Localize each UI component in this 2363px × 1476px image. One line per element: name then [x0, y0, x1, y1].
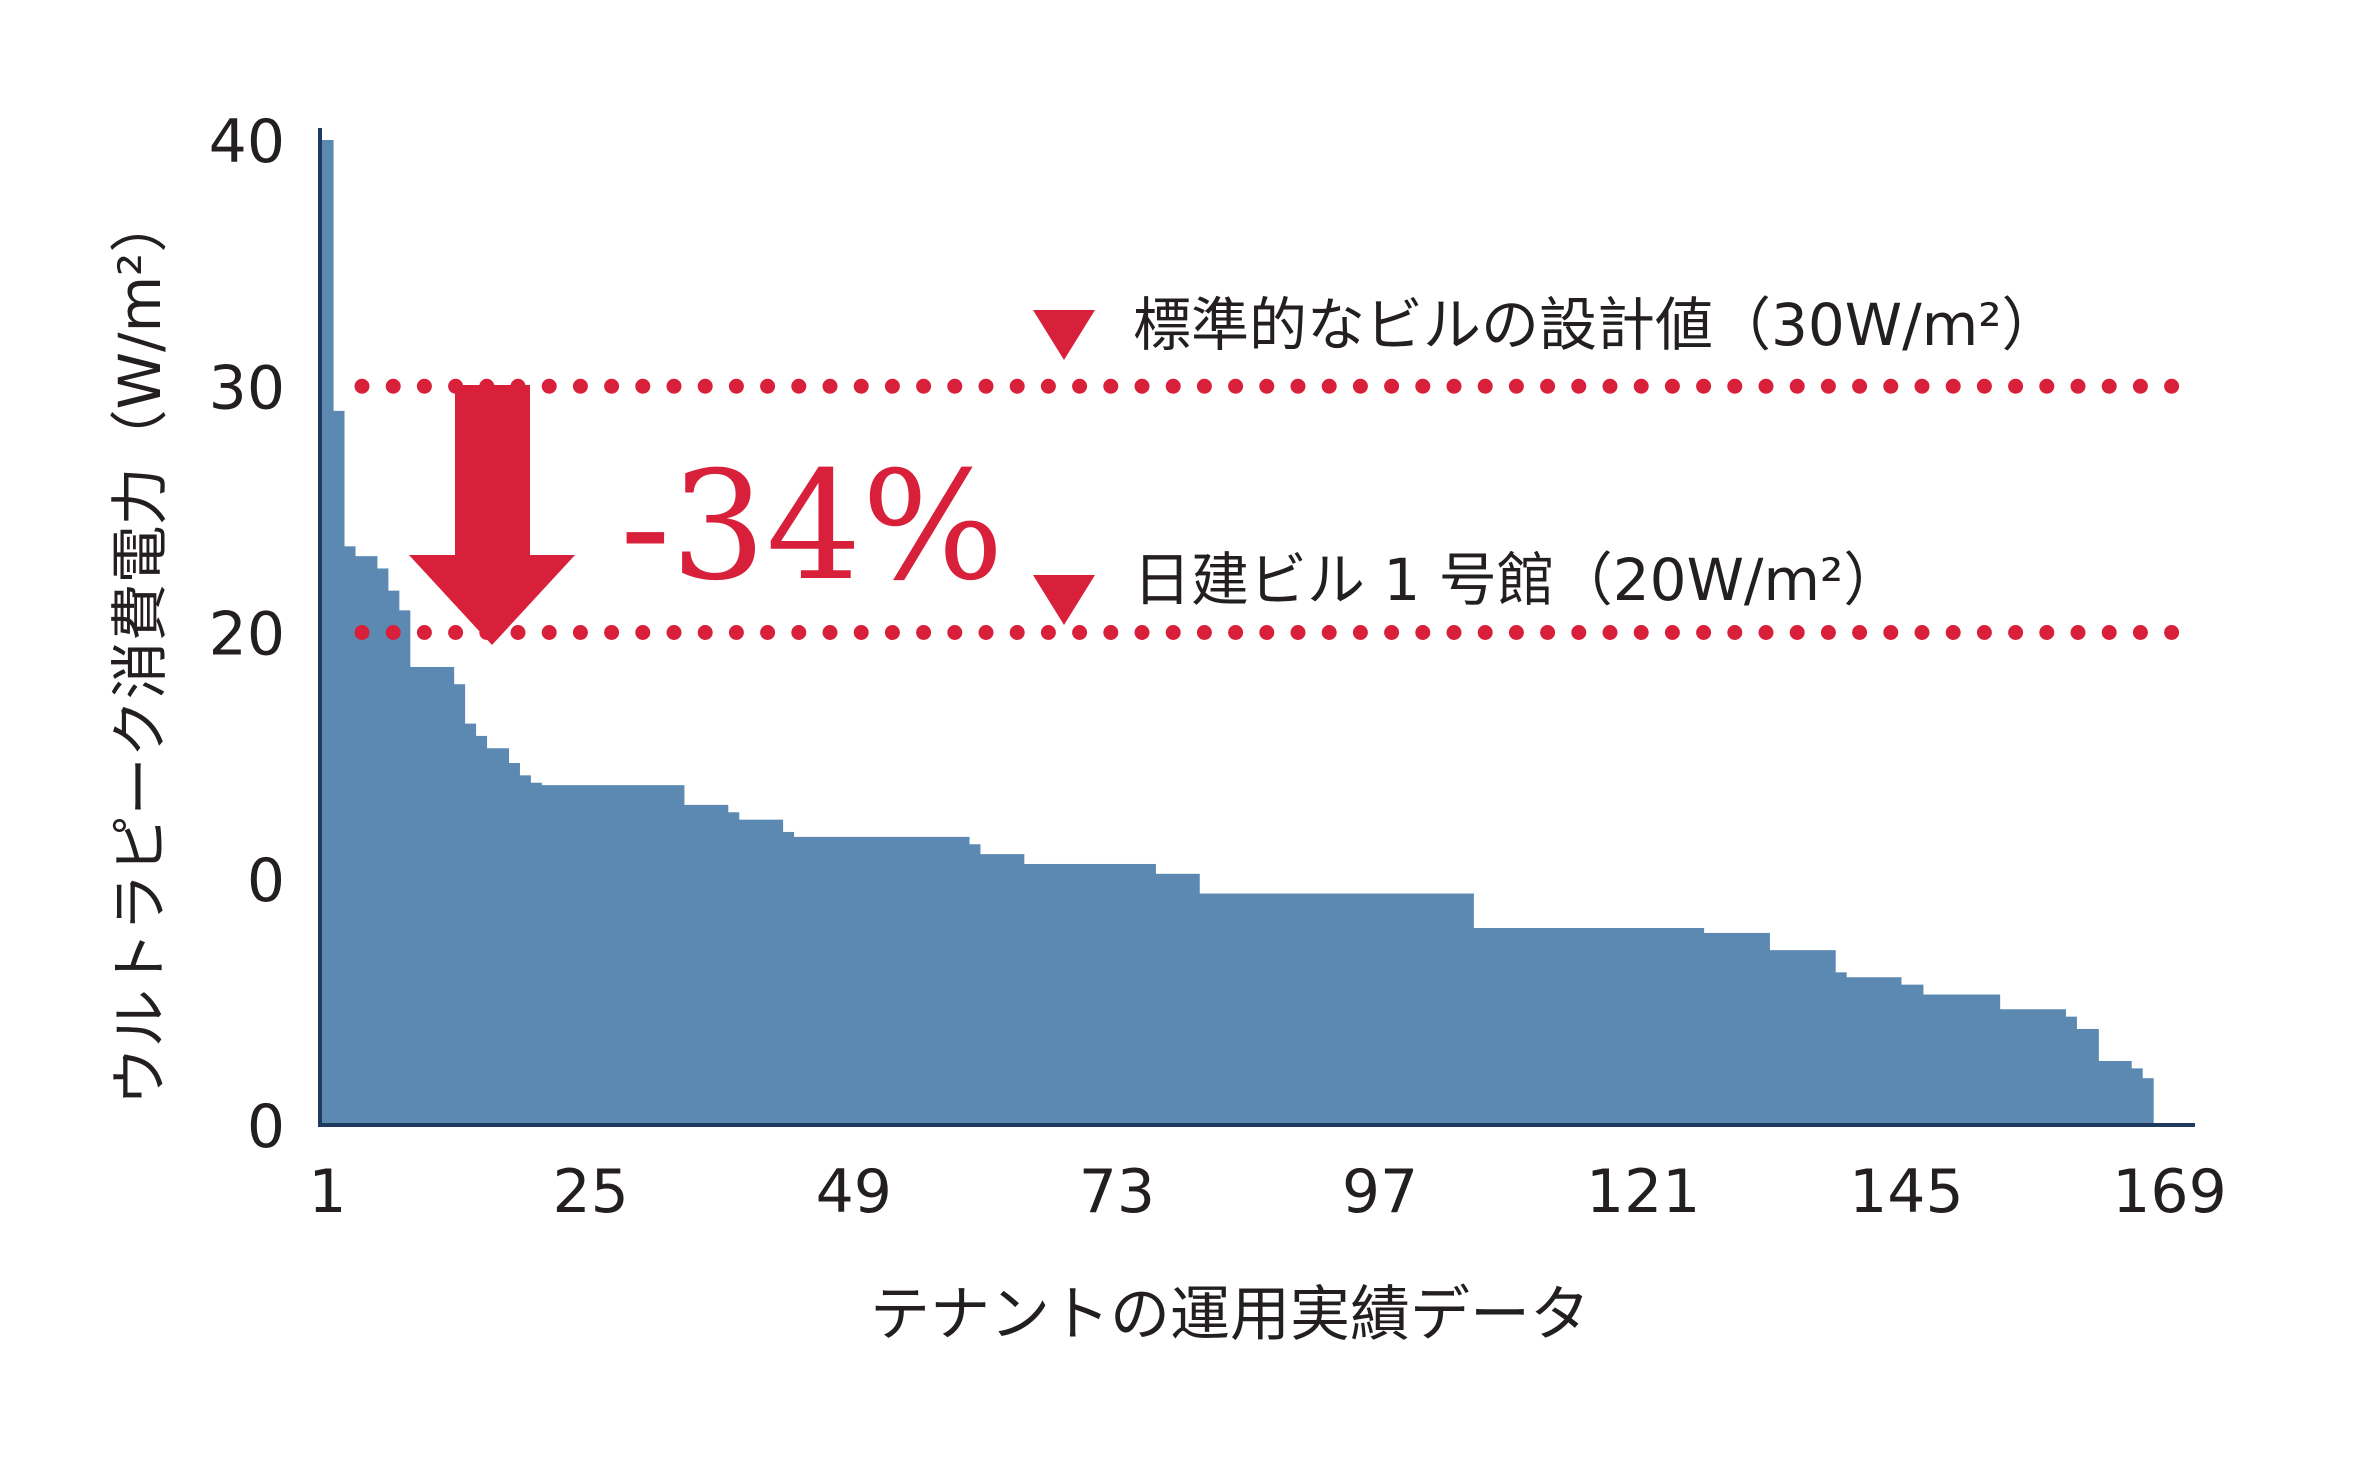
bar-step-23 [1023, 863, 1156, 1125]
bar-step-16 [683, 804, 729, 1126]
bar-step-8 [453, 684, 466, 1125]
bar-step-26 [1473, 928, 1705, 1125]
bar-step-1 [332, 410, 345, 1126]
bar-step-24 [1155, 873, 1200, 1125]
x-tick-label: 73 [1079, 1157, 1155, 1227]
bar-step-28 [1769, 950, 1836, 1125]
x-tick-label: 49 [816, 1157, 892, 1227]
x-tick-label: 169 [2112, 1157, 2227, 1227]
bar-step-2 [343, 546, 356, 1125]
bar-step-9 [464, 723, 477, 1125]
x-tick-label: 121 [1586, 1157, 1701, 1227]
y-tick-label: 40 [209, 107, 285, 177]
bar-step-35 [2076, 1028, 2099, 1125]
bar-step-27 [1703, 932, 1770, 1125]
bar-step-5 [387, 590, 400, 1125]
y-axis-title: ウルトラピーク消費電力（W/m²） [106, 195, 174, 1106]
y-tick-label: 0 [247, 1092, 285, 1162]
reference-lines-group [354, 378, 2203, 640]
marker-20-triangle-icon [1033, 575, 1095, 625]
bar-step-13 [519, 775, 531, 1125]
bar-step-34 [2065, 1016, 2077, 1125]
bar-step-36 [2098, 1060, 2132, 1125]
bar-step-25 [1199, 893, 1474, 1125]
axes-group [318, 128, 2195, 1127]
y-tick-label: 30 [209, 353, 285, 423]
y-tick-labels: 0 0 20 30 40 [209, 107, 285, 1162]
bar-step-15 [541, 785, 685, 1125]
y-tick-label: 0 [247, 846, 285, 916]
bar-step-3 [354, 556, 378, 1125]
bar-step-30 [1846, 977, 1902, 1125]
bars-group [322, 140, 2154, 1126]
bar-step-31 [1900, 984, 1924, 1125]
reference-label-30: 標準的なビルの設計値（30W/m²） [1133, 291, 2059, 359]
bar-step-17 [727, 812, 740, 1125]
x-tick-label: 145 [1849, 1157, 1964, 1227]
x-tick-label: 97 [1342, 1157, 1418, 1227]
reference-label-20: 日建ビル 1 号館（20W/m²） [1133, 546, 1901, 614]
bar-step-7 [409, 666, 455, 1125]
x-tick-labels: 1 25 49 73 97 121 145 169 [308, 1157, 2226, 1227]
bar-step-18 [738, 819, 784, 1125]
bar-step-0 [322, 140, 334, 1125]
bar-step-10 [475, 735, 488, 1125]
reduction-annotation: -34% [620, 440, 1004, 614]
bar-step-11 [486, 748, 509, 1125]
marker-30-triangle-icon [1033, 310, 1095, 360]
bar-step-29 [1835, 972, 1847, 1125]
bar-step-38 [2142, 1078, 2154, 1125]
bar-step-6 [398, 610, 411, 1125]
bar-step-14 [530, 782, 542, 1125]
x-tick-label: 25 [552, 1157, 628, 1227]
bar-step-12 [508, 763, 520, 1125]
bar-step-21 [968, 844, 981, 1125]
bar-step-32 [1922, 994, 2001, 1125]
bar-step-37 [2131, 1068, 2143, 1125]
bar-step-20 [793, 836, 970, 1125]
x-tick-label: 1 [308, 1157, 346, 1227]
y-tick-label: 20 [209, 600, 285, 670]
bar-step-22 [979, 854, 1025, 1126]
x-axis-title: テナントの運用実績データ [870, 1280, 1590, 1350]
bar-step-19 [782, 831, 795, 1125]
bar-step-4 [376, 568, 389, 1125]
reduction-arrow-icon [409, 385, 575, 645]
bar-step-33 [1999, 1009, 2066, 1125]
